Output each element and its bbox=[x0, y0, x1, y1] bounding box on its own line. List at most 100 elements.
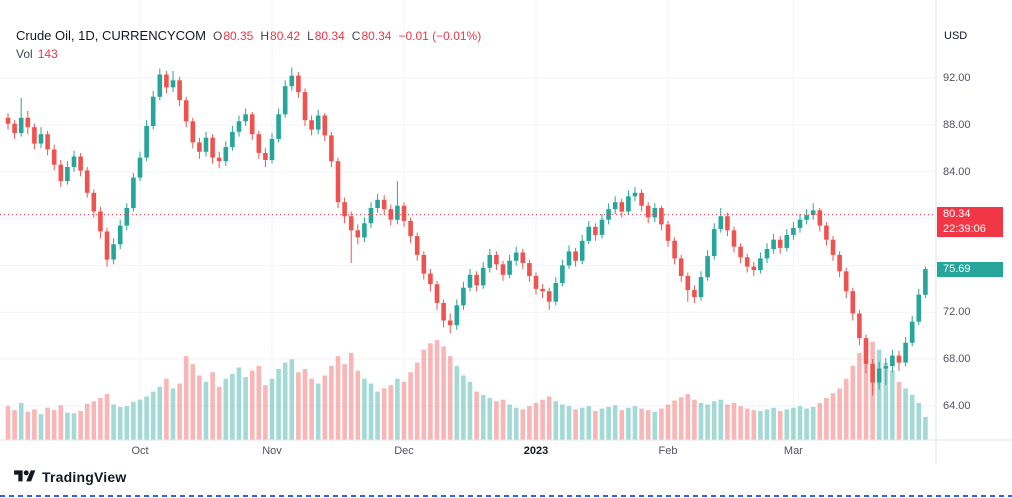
tradingview-wordmark: TradingView bbox=[42, 468, 127, 485]
volume-bar bbox=[705, 404, 710, 440]
candle-body bbox=[421, 254, 427, 274]
time-axis-label: Mar bbox=[783, 445, 803, 457]
volume-bar bbox=[296, 372, 301, 440]
candle-body bbox=[131, 177, 136, 209]
candle-body bbox=[263, 153, 268, 160]
candle-body bbox=[764, 249, 770, 259]
candle-body bbox=[183, 100, 189, 122]
candle-body bbox=[784, 235, 790, 248]
gridlines bbox=[0, 0, 936, 440]
volume-bar bbox=[18, 402, 24, 440]
candle-body bbox=[210, 137, 215, 158]
candle-body bbox=[652, 208, 658, 218]
volume-bar bbox=[388, 385, 394, 440]
volume-bar bbox=[678, 397, 684, 440]
candle-body bbox=[857, 313, 862, 339]
candle-body bbox=[599, 219, 605, 235]
candle-body bbox=[144, 126, 149, 158]
bar-countdown: 22:39:06 bbox=[937, 222, 1003, 238]
bottom-selection-line bbox=[0, 495, 1012, 497]
candle-body bbox=[731, 230, 737, 247]
price-scale[interactable]: USD 80.34 22:39:06 75.69 92.00 88.00 84.00… bbox=[936, 0, 1012, 464]
candle-body bbox=[362, 223, 367, 238]
time-scale[interactable]: Oct Nov Dec 2023 Feb Mar bbox=[0, 440, 936, 464]
volume-bar bbox=[758, 410, 763, 440]
candle-body bbox=[612, 202, 618, 210]
candle-body bbox=[441, 302, 446, 321]
candle-body bbox=[540, 288, 545, 292]
volume-bar bbox=[137, 399, 143, 440]
volume-bar bbox=[764, 409, 770, 440]
candle-body bbox=[51, 149, 57, 165]
candle-body bbox=[296, 75, 301, 93]
volume-bar bbox=[223, 378, 229, 440]
volume-bar bbox=[111, 404, 116, 440]
volume-bar bbox=[645, 410, 651, 440]
volume-bar bbox=[414, 362, 420, 440]
candle-body bbox=[890, 355, 895, 367]
volume-bar bbox=[612, 405, 618, 440]
volume-bar bbox=[560, 404, 565, 440]
currency-label: USD bbox=[944, 30, 968, 42]
candle-body bbox=[824, 225, 829, 240]
candle-body bbox=[678, 258, 684, 276]
volume-bar bbox=[276, 369, 281, 440]
candle-body bbox=[322, 115, 328, 136]
candle-body bbox=[302, 92, 308, 121]
candle-body bbox=[579, 240, 585, 261]
candle-body bbox=[626, 196, 631, 212]
candle-body bbox=[513, 252, 519, 261]
candle-body bbox=[909, 321, 915, 343]
candle-body bbox=[738, 246, 743, 258]
candle-body bbox=[203, 137, 209, 152]
candle-body bbox=[586, 226, 592, 241]
candle-body bbox=[249, 114, 255, 135]
volume-bar bbox=[249, 370, 255, 440]
candle-body bbox=[718, 216, 724, 230]
candle-body bbox=[896, 355, 902, 363]
close-label: C bbox=[351, 29, 361, 43]
symbol-title[interactable]: Crude Oil, 1D, CURRENCYCOM bbox=[16, 28, 206, 43]
volume-label: Vol bbox=[16, 47, 33, 61]
volume-bar bbox=[923, 416, 928, 440]
volume-bar bbox=[579, 407, 585, 440]
time-axis-label: Nov bbox=[262, 445, 282, 457]
candle-body bbox=[533, 276, 539, 289]
volume-bar bbox=[527, 406, 532, 440]
volume-bar bbox=[850, 365, 856, 440]
candle-body bbox=[216, 157, 222, 162]
candle-body bbox=[157, 74, 163, 97]
low-label: L bbox=[307, 29, 314, 43]
volume-bar bbox=[639, 408, 644, 440]
candle-body bbox=[71, 156, 77, 167]
volume-bar bbox=[375, 391, 380, 440]
tradingview-attribution[interactable]: TradingView bbox=[14, 468, 126, 485]
volume-bar bbox=[909, 394, 915, 440]
volume-bar bbox=[38, 414, 44, 440]
candle-body bbox=[335, 161, 341, 203]
volume-bar bbox=[830, 393, 836, 440]
volume-bar bbox=[777, 410, 783, 440]
volume-bar bbox=[672, 400, 677, 440]
volume-bar bbox=[698, 402, 704, 440]
time-axis-label: Feb bbox=[658, 445, 678, 457]
candle-body bbox=[190, 121, 196, 143]
candle-body bbox=[368, 208, 374, 224]
volume-bar bbox=[652, 411, 658, 440]
volume-bar bbox=[91, 401, 97, 440]
volume-bar bbox=[725, 404, 730, 440]
candle-body bbox=[282, 86, 288, 115]
candle-body bbox=[124, 208, 130, 226]
volume-bar bbox=[454, 365, 460, 440]
candle-body bbox=[804, 215, 809, 220]
price-tick-label: 72.00 bbox=[943, 306, 971, 319]
candle-body bbox=[863, 338, 869, 364]
volume-bar bbox=[738, 406, 743, 440]
volume-bar bbox=[771, 407, 776, 440]
volume-bar bbox=[282, 362, 288, 440]
candle-body bbox=[65, 167, 70, 182]
candle-body bbox=[414, 236, 420, 255]
open-label: O bbox=[212, 29, 223, 43]
volume-bar bbox=[843, 378, 849, 440]
